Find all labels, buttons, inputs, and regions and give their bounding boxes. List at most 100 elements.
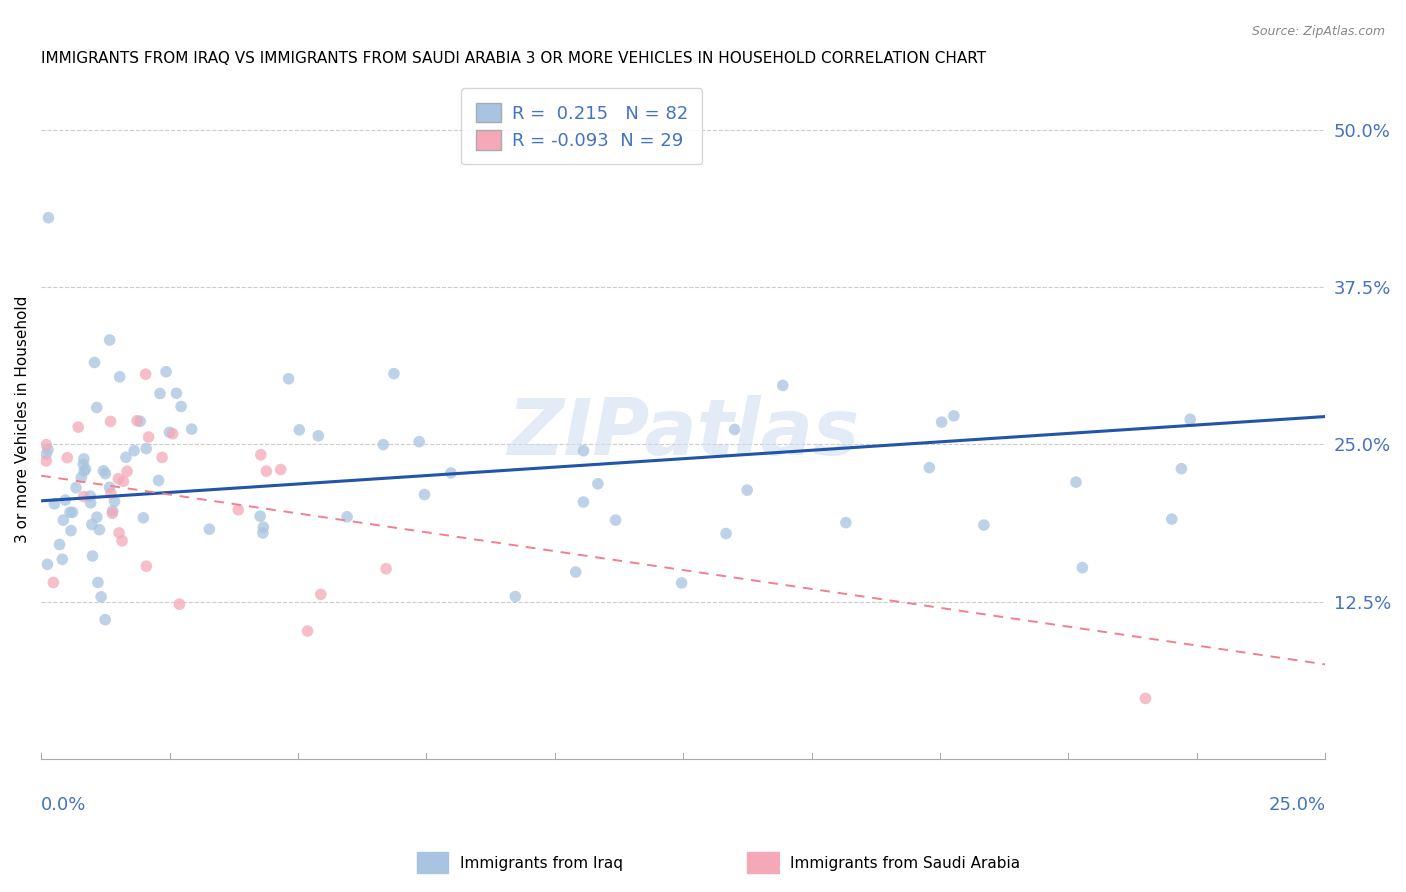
Text: Immigrants from Iraq: Immigrants from Iraq xyxy=(460,856,623,871)
Text: IMMIGRANTS FROM IRAQ VS IMMIGRANTS FROM SAUDI ARABIA 3 OR MORE VEHICLES IN HOUSE: IMMIGRANTS FROM IRAQ VS IMMIGRANTS FROM … xyxy=(41,51,986,66)
Point xyxy=(59,505,82,519)
Point xyxy=(150,450,173,465)
Point xyxy=(1170,461,1192,475)
Bar xyxy=(416,852,449,873)
Point xyxy=(107,472,129,486)
Text: 25.0%: 25.0% xyxy=(1268,797,1326,814)
Point xyxy=(100,414,122,428)
Point xyxy=(111,533,134,548)
Point xyxy=(82,549,104,563)
Point xyxy=(98,333,121,347)
Point xyxy=(89,523,111,537)
Point xyxy=(270,462,292,476)
Text: 0.0%: 0.0% xyxy=(41,797,87,814)
Point xyxy=(67,420,90,434)
Point xyxy=(226,503,249,517)
Point xyxy=(297,624,319,638)
Point xyxy=(87,575,110,590)
Point xyxy=(86,401,108,415)
Point xyxy=(772,378,794,392)
Point xyxy=(382,367,405,381)
Point xyxy=(125,414,148,428)
Point xyxy=(254,464,277,478)
Point xyxy=(86,510,108,524)
Point xyxy=(79,489,101,503)
Text: Source: ZipAtlas.com: Source: ZipAtlas.com xyxy=(1251,25,1385,38)
Point xyxy=(724,422,747,436)
Point xyxy=(35,438,58,452)
Point xyxy=(98,480,121,494)
Point xyxy=(115,464,138,478)
Point xyxy=(671,576,693,591)
Point xyxy=(80,517,103,532)
Point xyxy=(375,562,398,576)
Point xyxy=(37,211,59,225)
Point xyxy=(108,525,131,540)
Point xyxy=(586,476,609,491)
Point xyxy=(159,425,181,440)
Point xyxy=(48,537,70,551)
Point xyxy=(135,367,157,381)
Bar xyxy=(747,852,779,873)
Point xyxy=(413,487,436,501)
Point xyxy=(108,369,131,384)
Point xyxy=(170,400,193,414)
Point xyxy=(440,466,463,480)
Point xyxy=(166,386,188,401)
Point xyxy=(1135,691,1157,706)
Point xyxy=(62,505,84,519)
Point xyxy=(79,496,101,510)
Point xyxy=(1178,412,1201,426)
Point xyxy=(70,470,93,484)
Point xyxy=(1064,475,1087,489)
Point xyxy=(93,464,115,478)
Point xyxy=(572,495,595,509)
Point xyxy=(564,565,586,579)
Point xyxy=(408,434,430,449)
Point xyxy=(44,497,66,511)
Point xyxy=(101,504,124,518)
Point xyxy=(918,460,941,475)
Text: Immigrants from Saudi Arabia: Immigrants from Saudi Arabia xyxy=(790,856,1021,871)
Y-axis label: 3 or more Vehicles in Household: 3 or more Vehicles in Household xyxy=(15,295,30,542)
Point xyxy=(59,524,82,538)
Point xyxy=(198,522,221,536)
Point xyxy=(505,590,527,604)
Point xyxy=(129,414,152,428)
Point xyxy=(138,430,160,444)
Point xyxy=(1160,512,1182,526)
Point xyxy=(572,443,595,458)
Point xyxy=(307,429,329,443)
Point xyxy=(37,442,59,457)
Point xyxy=(373,437,395,451)
Point xyxy=(169,597,191,611)
Point xyxy=(73,451,96,466)
Point xyxy=(100,486,122,500)
Point xyxy=(112,474,135,488)
Legend: R =  0.215   N = 82, R = -0.093  N = 29: R = 0.215 N = 82, R = -0.093 N = 29 xyxy=(461,88,703,164)
Point xyxy=(288,423,311,437)
Point xyxy=(65,481,87,495)
Point xyxy=(56,450,79,465)
Point xyxy=(249,509,271,524)
Point xyxy=(835,516,858,530)
Point xyxy=(250,448,273,462)
Point xyxy=(931,415,953,429)
Point xyxy=(42,575,65,590)
Point xyxy=(714,526,737,541)
Point xyxy=(135,559,157,574)
Point xyxy=(1071,560,1094,574)
Point xyxy=(148,474,170,488)
Point xyxy=(94,613,117,627)
Text: ZIPatlas: ZIPatlas xyxy=(508,394,859,471)
Point xyxy=(162,426,184,441)
Point xyxy=(90,590,112,604)
Point xyxy=(605,513,627,527)
Point xyxy=(35,447,58,461)
Point xyxy=(942,409,965,423)
Point xyxy=(735,483,758,497)
Point xyxy=(53,493,76,508)
Point xyxy=(252,520,274,534)
Point xyxy=(149,386,172,401)
Point xyxy=(336,509,359,524)
